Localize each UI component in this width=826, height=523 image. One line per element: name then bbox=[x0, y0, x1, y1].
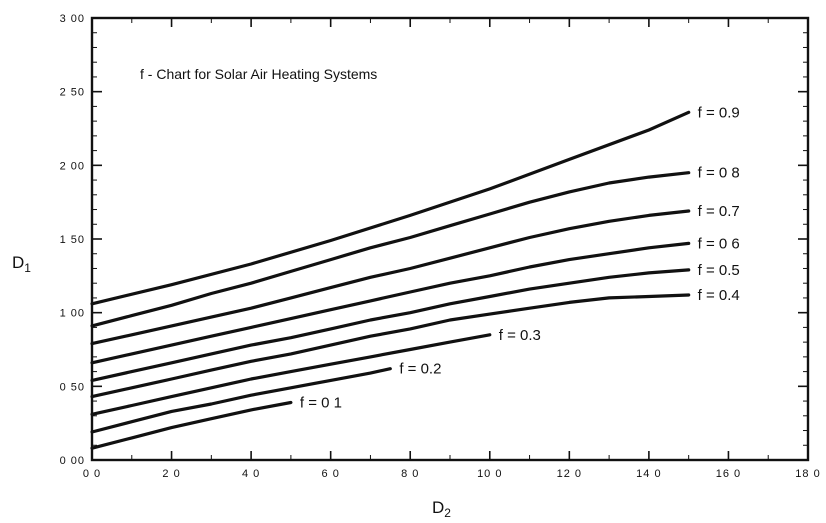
curve-series-9 bbox=[90, 110, 691, 306]
x-axis-label-main: D bbox=[432, 498, 444, 517]
y-tick-label: 2 50 bbox=[60, 87, 85, 99]
y-tick-label: 0 50 bbox=[60, 381, 85, 393]
curve-series-8 bbox=[90, 171, 691, 328]
curve-series-3 bbox=[90, 333, 492, 416]
x-tick-label: 12 0 bbox=[557, 468, 582, 480]
y-tick-label: 1 00 bbox=[60, 308, 85, 320]
curve-series-5 bbox=[90, 268, 691, 382]
curves-group bbox=[90, 110, 691, 450]
y-tick-label: 3 00 bbox=[60, 13, 85, 25]
x-axis-label-sub: 2 bbox=[444, 506, 451, 520]
x-tick-label: 14 0 bbox=[636, 468, 661, 480]
curve-label-6: f = 0 6 bbox=[698, 235, 740, 252]
curve-series-4 bbox=[90, 293, 691, 399]
x-tick-label: 4 0 bbox=[242, 468, 260, 480]
curve-series-6 bbox=[90, 241, 691, 365]
ticks-group: 0 0 2 0 4 0 6 0 8 0 10 0 12 0 14 0 16 0 18 0 0 00 0… bbox=[60, 13, 820, 480]
labels-group: f = 0 1 f = 0.2 f = 0.3 f = 0.4 f = 0.5 f = 0… bbox=[300, 104, 740, 411]
x-tick-label: 18 0 bbox=[795, 468, 820, 480]
curve-series-1 bbox=[90, 400, 293, 450]
y-axis-label: D1 bbox=[12, 253, 31, 275]
y-tick-label: 0 00 bbox=[60, 455, 85, 467]
x-tick-label: 10 0 bbox=[477, 468, 502, 480]
y-axis-label-main: D bbox=[12, 253, 24, 272]
curve-series-7 bbox=[90, 209, 691, 346]
x-tick-label: 0 0 bbox=[83, 468, 101, 480]
y-tick-label: 2 00 bbox=[60, 160, 85, 172]
curve-label-8: f = 0 8 bbox=[698, 165, 740, 182]
y-axis-label-sub: 1 bbox=[24, 261, 31, 275]
curve-label-9: f = 0.9 bbox=[698, 104, 740, 121]
curve-label-2: f = 0.2 bbox=[399, 361, 441, 378]
x-tick-label: 2 0 bbox=[162, 468, 180, 480]
x-tick-label: 6 0 bbox=[322, 468, 340, 480]
curve-label-4: f = 0.4 bbox=[698, 287, 740, 304]
curve-label-1: f = 0 1 bbox=[300, 395, 342, 412]
curve-label-5: f = 0.5 bbox=[698, 262, 740, 279]
x-tick-label: 8 0 bbox=[401, 468, 419, 480]
x-tick-label: 16 0 bbox=[716, 468, 741, 480]
x-axis-label: D2 bbox=[432, 498, 451, 520]
curve-series-2 bbox=[90, 367, 392, 434]
chart-title: f - Chart for Solar Air Heating Systems bbox=[140, 66, 377, 82]
y-tick-label: 1 50 bbox=[60, 234, 85, 246]
curve-label-7: f = 0.7 bbox=[698, 203, 740, 220]
curve-label-3: f = 0.3 bbox=[499, 327, 541, 344]
